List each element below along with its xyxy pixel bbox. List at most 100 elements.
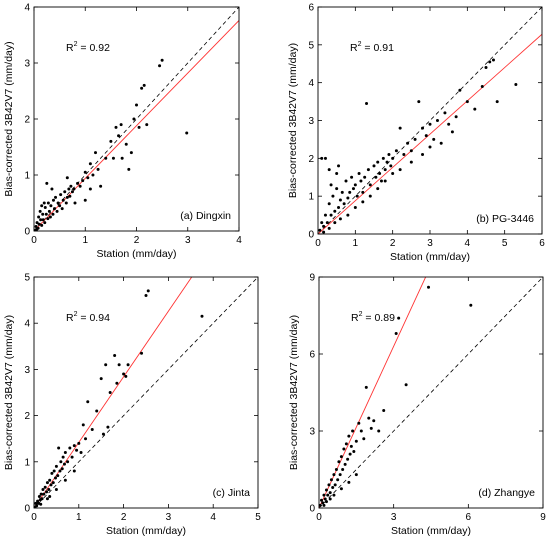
data-point <box>402 153 406 157</box>
data-point <box>349 444 353 448</box>
data-point <box>77 441 81 445</box>
data-point <box>91 173 95 177</box>
x-tick-label: 0 <box>315 238 321 249</box>
data-point <box>62 462 66 466</box>
x-tick-label: 1 <box>82 235 88 246</box>
y-tick-label: 5 <box>308 40 314 51</box>
data-point <box>57 446 61 450</box>
data-point <box>41 488 45 492</box>
data-point <box>45 497 49 501</box>
data-point <box>55 209 59 213</box>
data-point <box>331 485 335 489</box>
data-point <box>458 88 462 92</box>
data-point <box>66 460 70 464</box>
data-point <box>135 103 138 107</box>
data-point <box>64 201 68 205</box>
data-point <box>367 416 371 420</box>
data-point <box>357 421 361 425</box>
data-point <box>50 187 54 191</box>
y-tick-label: 2 <box>308 154 314 165</box>
data-point <box>72 469 76 473</box>
data-point <box>344 442 348 446</box>
data-point <box>427 285 431 289</box>
data-point <box>42 201 46 205</box>
x-tick-label: 3 <box>185 235 191 246</box>
data-point <box>398 168 402 172</box>
data-point <box>381 156 385 160</box>
y-tick-label: 5 <box>24 273 30 284</box>
data-point <box>108 391 112 394</box>
x-axis-label: Station (mm/day) <box>391 525 471 537</box>
data-point <box>322 493 326 497</box>
data-point <box>406 141 410 145</box>
data-point <box>45 181 49 185</box>
data-point <box>129 151 133 155</box>
data-point <box>79 451 83 455</box>
data-point <box>322 230 326 234</box>
data-point <box>387 153 391 157</box>
y-tick-label: 3 <box>309 427 315 438</box>
data-point <box>43 221 47 225</box>
data-point <box>145 123 149 127</box>
data-point <box>338 473 342 477</box>
data-point <box>331 194 335 198</box>
data-point <box>65 195 69 199</box>
plot-frame <box>33 276 259 509</box>
data-point <box>51 212 55 216</box>
data-point <box>351 429 355 433</box>
data-point <box>114 125 118 129</box>
data-point <box>122 372 126 376</box>
data-point <box>385 160 389 164</box>
data-point <box>54 195 58 199</box>
data-point <box>70 190 74 194</box>
data-point <box>36 226 40 230</box>
data-point <box>72 444 76 448</box>
data-point <box>113 354 117 358</box>
data-point <box>432 137 436 141</box>
x-tick-label: 2 <box>134 235 140 246</box>
r-squared-label: R2 = 0.91 <box>350 41 394 54</box>
y-tick-label: 0 <box>309 504 315 515</box>
data-point <box>378 171 382 175</box>
data-point <box>480 84 484 88</box>
data-point <box>435 119 439 122</box>
data-point <box>160 58 164 62</box>
x-tick-label: 5 <box>255 512 261 523</box>
data-point <box>340 190 344 194</box>
data-point <box>357 171 361 175</box>
regression-line <box>318 33 542 234</box>
data-point <box>327 202 331 206</box>
data-point <box>409 149 413 153</box>
data-point <box>124 374 128 378</box>
data-point <box>324 500 328 504</box>
data-point <box>81 423 85 427</box>
data-point <box>106 425 110 429</box>
data-point <box>346 213 350 217</box>
data-point <box>34 225 38 229</box>
data-point <box>41 218 45 222</box>
data-point <box>348 190 352 194</box>
data-point <box>69 184 73 188</box>
data-point <box>99 377 103 381</box>
one-to-one-line <box>319 277 543 508</box>
x-tick-label: 0 <box>316 512 322 523</box>
y-axis-label: Bias-corrected 3B42V7 (mm/day) <box>287 43 299 198</box>
data-point <box>443 111 447 115</box>
data-point <box>52 469 56 473</box>
data-point <box>115 381 119 385</box>
data-point <box>329 478 333 482</box>
data-point <box>484 66 488 70</box>
data-point <box>338 217 342 221</box>
data-point <box>383 179 387 183</box>
data-point <box>514 83 518 87</box>
data-point <box>47 488 51 492</box>
data-point <box>417 100 421 104</box>
data-point <box>327 226 331 230</box>
data-point <box>354 473 358 477</box>
y-tick-label: 4 <box>308 78 314 89</box>
data-point <box>319 498 323 502</box>
data-point <box>338 198 342 202</box>
data-point <box>421 126 425 130</box>
x-axis-label: Station (mm/day) <box>390 251 470 263</box>
data-point <box>81 179 85 183</box>
